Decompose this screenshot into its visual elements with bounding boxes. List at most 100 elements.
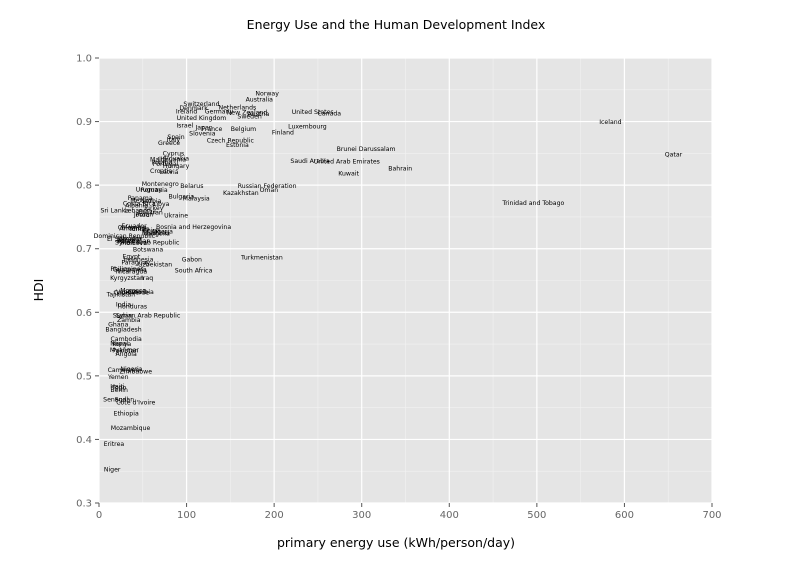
x-tick-label: 0	[96, 510, 102, 521]
data-point-label: Portugal	[153, 161, 179, 168]
data-point-label: Italy	[167, 136, 181, 143]
data-point-label: Morocco	[120, 288, 146, 295]
data-point-label: Austria	[247, 111, 269, 118]
data-point-label: Philippines	[110, 266, 143, 273]
data-point-label: Honduras	[117, 304, 147, 311]
data-point-label: Belarus	[180, 183, 203, 190]
data-point-label: Lithuania	[157, 157, 186, 164]
chart-title: Energy Use and the Human Development Ind…	[247, 17, 546, 32]
data-point-label: Denmark	[179, 105, 208, 112]
data-point-label: Kyrgyzstan	[110, 275, 144, 282]
data-point-label: Moldova	[121, 240, 147, 247]
data-point-label: Syrian Arab Republic	[115, 239, 180, 246]
data-point-label: Brazil	[139, 209, 157, 216]
data-point-label: Qatar	[665, 152, 683, 159]
data-point-label: Myanmar	[110, 347, 140, 354]
data-point-label: Zambia	[117, 317, 141, 324]
data-point-label: Kuwait	[338, 171, 359, 178]
data-point-label: Jordan	[133, 211, 154, 218]
data-point-label: Sweden	[237, 113, 262, 120]
data-point-label: Ecuador	[121, 223, 147, 230]
data-point-label: France	[202, 126, 223, 133]
data-point-label: Japan	[194, 124, 212, 131]
data-point-label: Cambodia	[110, 336, 141, 343]
x-axis-ticks: 0 100 200 300 400 500 600 700	[96, 503, 722, 521]
data-point-label: Sudan	[115, 396, 135, 403]
data-point-label: Gabon	[182, 257, 202, 264]
data-point-label: Benin	[110, 387, 128, 394]
data-point-label: Indonesia	[123, 257, 153, 264]
data-point-label: Belize	[117, 237, 136, 244]
x-tick-label: 100	[177, 510, 196, 521]
y-tick-label: 1.0	[76, 54, 92, 65]
data-point-label: Nigeria	[120, 366, 142, 373]
data-point-label: Cameroon	[108, 367, 140, 374]
data-point-label: Israel	[176, 122, 193, 129]
data-point-label: Côte d'Ivoire	[116, 399, 155, 407]
data-point-label: Thailand	[142, 230, 170, 237]
data-point-label: Kenya	[112, 341, 131, 348]
data-point-label: Panama	[128, 195, 153, 202]
data-point-label: Tajikistan	[106, 291, 136, 298]
data-point-label: Australia	[246, 96, 274, 103]
data-point-label: China	[143, 227, 161, 234]
data-point-label: India	[116, 302, 131, 309]
data-point-label: Armenia	[119, 225, 145, 232]
data-point-label: Kazakhstan	[223, 190, 259, 197]
data-point-label: Tunisia	[128, 226, 150, 233]
y-tick-label: 0.9	[76, 117, 92, 128]
data-point-label: Finland	[272, 129, 294, 136]
data-point-label: Bosnia and Herzegovina	[156, 224, 231, 231]
data-point-label: Turkey	[142, 205, 163, 212]
data-point-label: Yemen	[107, 374, 129, 381]
data-point-label: New Zealand	[227, 110, 268, 117]
data-point-label: Latvia	[160, 169, 179, 176]
data-point-label: Turkmenistan	[240, 255, 283, 262]
data-point-label: Slovenia	[189, 131, 216, 138]
data-point-label: Mozambique	[111, 425, 151, 432]
y-tick-label: 0.6	[76, 308, 92, 319]
data-point-label: Oman	[260, 187, 279, 194]
data-point-label: Croatia	[150, 168, 172, 175]
data-point-label: Algeria	[151, 229, 173, 236]
x-tick-label: 400	[440, 510, 459, 521]
data-point-label: Romania	[141, 187, 168, 194]
y-axis-ticks: 0.3 0.4 0.5 0.6 0.7 0.8 0.9 1.0	[76, 54, 99, 510]
data-point-label: Haiti	[110, 384, 125, 391]
data-point-label: Botswana	[133, 246, 163, 253]
data-point-label: Iran	[151, 209, 163, 216]
y-tick-label: 0.7	[76, 244, 92, 255]
data-point-label: Paraguay	[121, 260, 150, 267]
data-point-label: Jamaica	[116, 236, 142, 243]
minor-grid	[99, 58, 712, 503]
data-point-label: Montenegro	[142, 181, 179, 188]
data-point-label: Guatemala	[113, 267, 147, 274]
data-point-label: Togo	[111, 384, 126, 391]
data-point-label: Sri Lanka	[100, 208, 129, 215]
data-point-label: Pakistan	[112, 347, 138, 354]
data-point-label: Serbia	[142, 198, 162, 205]
data-point-label: Zimbabwe	[120, 368, 153, 375]
data-point-label: Costa Rica	[123, 201, 156, 208]
data-point-label: Spain	[167, 134, 184, 141]
y-tick-label: 0.8	[76, 181, 92, 192]
x-tick-label: 500	[527, 510, 546, 521]
data-point-label: Ukraine	[164, 213, 188, 220]
data-point-label: Namibia	[128, 289, 154, 296]
data-point-label: Saudi Arabia	[290, 158, 329, 165]
data-point-label: Colombia	[118, 225, 147, 232]
data-point-label: Germany	[205, 108, 234, 115]
data-point-label: Azerbaijan	[118, 238, 151, 245]
data-point-label: Angola	[115, 351, 137, 358]
data-point-label: Greece	[158, 140, 180, 147]
y-tick-label: 0.5	[76, 371, 92, 382]
data-point-label: Poland	[152, 159, 173, 166]
data-point-label: United Kingdom	[177, 115, 227, 122]
data-point-label: Slovakia	[163, 155, 189, 162]
data-point-label: Bulgaria	[168, 194, 194, 201]
data-point-label: Egypt	[122, 253, 140, 260]
x-tick-label: 200	[265, 510, 284, 521]
data-point-label: Lebanon	[124, 208, 151, 215]
